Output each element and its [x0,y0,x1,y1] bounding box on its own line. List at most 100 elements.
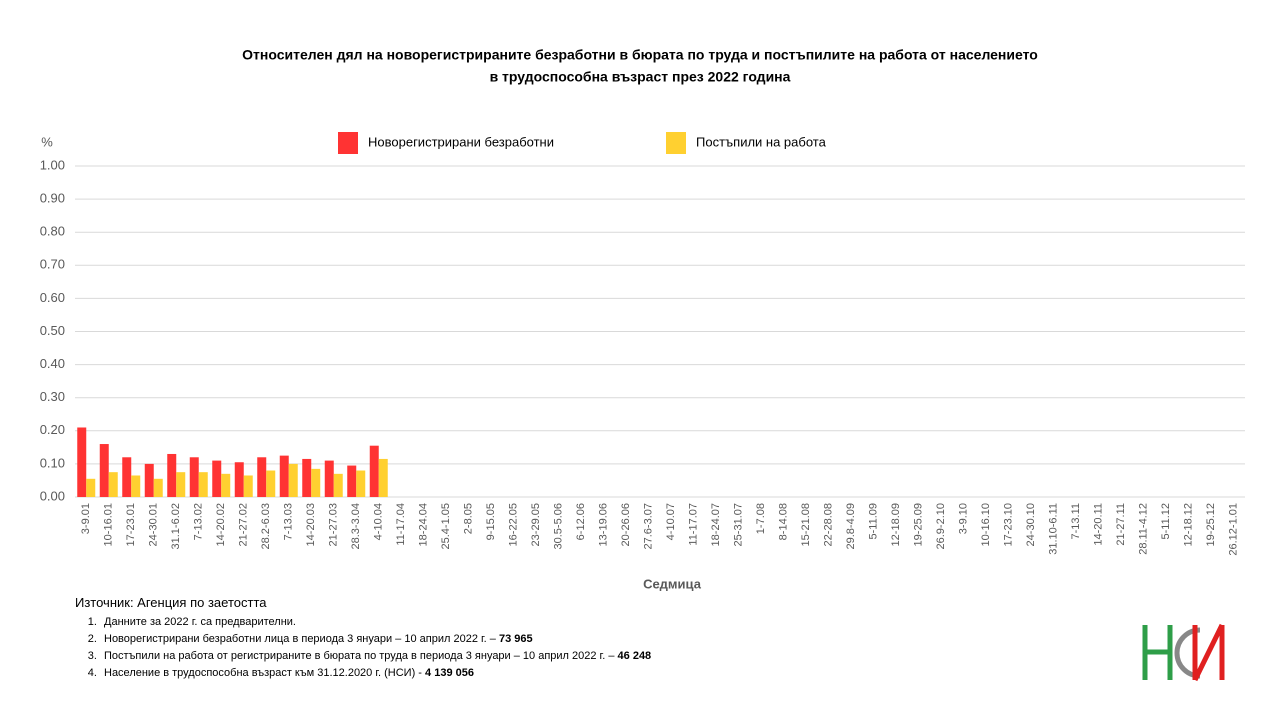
x-tick-label: 3-9.10 [958,503,970,534]
x-tick-label: 23-29.05 [530,503,542,546]
bar [131,475,141,497]
note: Население в трудоспособна възраст към 31… [100,665,651,682]
bar [234,462,244,497]
legend-label: Новорегистрирани безработни [368,134,554,149]
bar [198,472,208,497]
note: Новорегистрирани безработни лица в перио… [100,631,651,648]
x-tick-label: 31.10-6.11 [1048,503,1060,555]
x-tick-label: 29.8-4.09 [845,503,857,549]
legend-swatch [338,132,358,154]
bar [212,460,222,497]
x-tick-label: 12-18.12 [1183,503,1195,546]
x-tick-label: 14-20.11 [1093,503,1105,546]
bar [221,473,231,497]
bar [288,463,298,497]
y-tick-label: 1.00 [40,157,65,172]
bar [378,458,388,497]
y-tick-label: 0.00 [40,488,65,503]
x-tick-label: 7-13.03 [283,503,295,540]
bar [77,427,87,497]
x-tick-label: 14-20.02 [215,503,227,546]
x-tick-label: 21-27.11 [1115,503,1127,546]
x-tick-label: 25.4-1.05 [440,503,452,549]
x-tick-label: 7-13.02 [193,503,205,540]
x-tick-label: 11-17.04 [395,503,407,546]
x-tick-label: 9-15.05 [485,503,497,540]
x-tick-label: 4-10.04 [373,503,385,540]
x-tick-label: 24-30.01 [148,503,160,546]
x-tick-label: 28.11-4.12 [1138,503,1150,555]
bar [311,468,321,497]
x-tick-label: 11-17.07 [688,503,700,546]
x-tick-label: 15-21.08 [800,503,812,546]
x-tick-label: 3-9.01 [80,503,92,534]
y-tick-label: 0.60 [40,290,65,305]
y-unit: % [41,134,53,149]
y-tick-label: 0.20 [40,422,65,437]
x-tick-label: 1-7.08 [755,503,767,534]
x-tick-label: 12-18.09 [890,503,902,546]
chart-subtitle: в трудоспособна възраст през 2022 година [490,69,791,85]
note: Данните за 2022 г. са предварителни. [100,614,651,631]
x-tick-label: 2-8.05 [463,503,475,534]
x-tick-label: 31.1-6.02 [170,503,182,549]
bar [266,470,276,497]
note-text: Новорегистрирани безработни лица в перио… [104,633,496,645]
x-tick-label: 6-12.06 [575,503,587,540]
y-tick-label: 0.80 [40,224,65,239]
bar [356,470,366,497]
note-value: 46 248 [617,650,652,662]
bar [86,478,96,497]
y-tick-label: 0.30 [40,389,65,404]
notes: Данните за 2022 г. са предварителни. Ново… [80,614,651,682]
legend-swatch [666,132,686,154]
x-tick-label: 26.9-2.10 [935,503,947,549]
y-tick-label: 0.90 [40,191,65,206]
x-tick-label: 10-16.01 [103,503,115,546]
x-tick-label: 10-16.10 [980,503,992,546]
x-tick-label: 19-25.12 [1205,503,1217,546]
note: Постъпили на работа от регистрираните в … [100,648,651,665]
note-text: Население в трудоспособна възраст към 31… [104,667,422,679]
x-tick-label: 21-27.02 [238,503,250,546]
bar [122,457,132,497]
x-tick-label: 24-30.10 [1025,503,1037,546]
y-tick-label: 0.10 [40,455,65,470]
y-tick-label: 0.40 [40,356,65,371]
x-tick-label: 18-24.07 [710,503,722,546]
bar [347,465,357,497]
x-tick-label: 5-11.12 [1160,503,1172,540]
x-tick-label: 21-27.03 [328,503,340,546]
note-text: Постъпили на работа от регистрираните в … [104,650,615,662]
bar [333,473,343,497]
bar [257,457,267,497]
y-tick-label: 0.50 [40,323,65,338]
bar [279,455,289,497]
x-tick-label: 26.12-1.01 [1228,503,1240,556]
x-tick-label: 19-25.09 [913,503,925,546]
x-tick-label: 28.2-6.03 [260,503,272,549]
x-tick-label: 8-14.08 [778,503,790,540]
note-text: Данните за 2022 г. са предварителни. [104,616,296,628]
bar [176,472,186,497]
chart-title: Относителен дял на новорегистрираните бе… [242,47,1038,63]
x-tick-label: 20-26.06 [620,503,632,546]
x-tick-label: 28.3-3.04 [350,503,362,549]
x-tick-label: 17-23.10 [1003,503,1015,546]
x-tick-label: 13-19.06 [598,503,610,546]
note-value: 4 139 056 [425,667,474,679]
legend-label: Постъпили на работа [696,134,827,149]
x-tick-label: 27.6-3.07 [643,503,655,549]
bar [144,463,154,497]
bar [167,453,177,497]
x-tick-label: 4-10.07 [665,503,677,540]
x-tick-label: 14-20.03 [305,503,317,546]
bar [108,472,118,497]
x-tick-label: 5-11.09 [868,503,880,540]
bar [324,460,334,497]
bar [369,445,379,497]
bar [243,475,253,497]
x-axis-label: Седмица [643,576,702,591]
source: Източник: Агенция по заетостта [75,595,267,610]
